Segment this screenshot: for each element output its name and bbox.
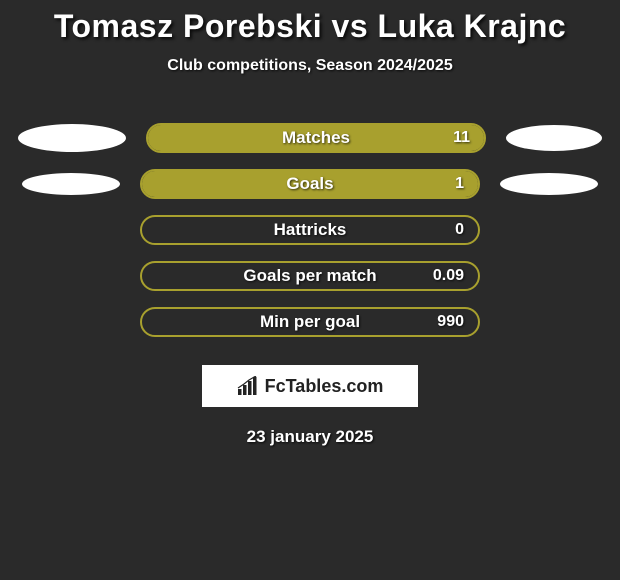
logo-text: FcTables.com: [265, 376, 384, 397]
player-right-ellipse: [506, 125, 602, 151]
stat-bar: Goals per match0.09: [140, 261, 480, 291]
stat-value: 0.09: [433, 267, 464, 285]
stat-bar: Min per goal990: [140, 307, 480, 337]
stat-bar: Hattricks0: [140, 215, 480, 245]
fctables-logo[interactable]: FcTables.com: [202, 365, 418, 407]
subtitle: Club competitions, Season 2024/2025: [0, 57, 620, 75]
player-right-ellipse: [500, 173, 598, 195]
stat-label: Hattricks: [142, 220, 478, 240]
player-left-ellipse: [18, 124, 126, 152]
stat-row: Hattricks0: [0, 215, 620, 245]
stat-row: Goals1: [0, 169, 620, 199]
stat-value: 990: [437, 313, 464, 331]
comparison-card: Tomasz Porebski vs Luka Krajnc Club comp…: [0, 0, 620, 447]
stat-label: Matches: [148, 128, 484, 148]
stat-row: Matches11: [0, 123, 620, 153]
stat-label: Min per goal: [142, 312, 478, 332]
player-left-ellipse: [22, 173, 120, 195]
stat-row: Min per goal990: [0, 307, 620, 337]
stat-bar: Matches11: [146, 123, 486, 153]
stat-value: 0: [455, 221, 464, 239]
stat-bar: Goals1: [140, 169, 480, 199]
stat-label: Goals per match: [142, 266, 478, 286]
bar-chart-icon: [237, 376, 259, 396]
stat-row: Goals per match0.09: [0, 261, 620, 291]
stat-value: 1: [455, 175, 464, 193]
stat-label: Goals: [142, 174, 478, 194]
stat-value: 11: [453, 129, 470, 147]
date-label: 23 january 2025: [0, 427, 620, 447]
stats-list: Matches11 Goals1 Hattricks0 Goals per match…: [0, 123, 620, 337]
page-title: Tomasz Porebski vs Luka Krajnc: [0, 8, 620, 45]
